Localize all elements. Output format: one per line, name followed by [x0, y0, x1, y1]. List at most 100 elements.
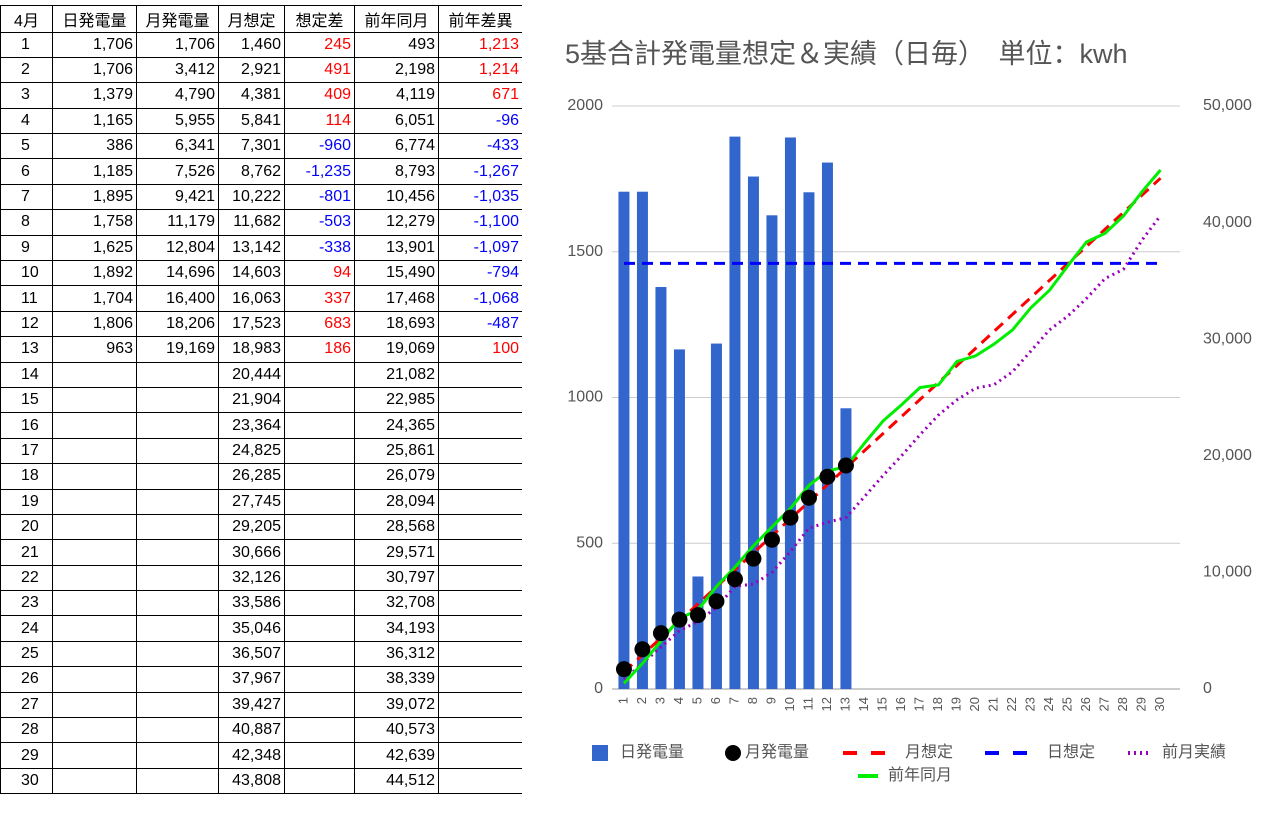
cell: -1,235	[284, 158, 355, 185]
point	[634, 641, 651, 658]
cell	[284, 412, 355, 439]
x-tick-label: 5	[689, 697, 704, 704]
cell: 21,082	[354, 361, 439, 388]
chart-title: 5基合計発電量想定＆実績（日毎） 単位：kwh	[565, 39, 1128, 69]
cell: 25,861	[354, 437, 439, 465]
table-row: 7 1,895 9,421 10,222 -801 10,456 -1,035	[0, 183, 523, 211]
x-tick-label: 9	[763, 697, 778, 704]
cell: 13,901	[354, 234, 439, 262]
cell: 7	[0, 183, 53, 211]
cell: 39,072	[354, 691, 439, 719]
cell: 3	[0, 82, 53, 109]
cell: 3,412	[136, 56, 219, 84]
cell	[52, 615, 137, 642]
cell: 1,895	[52, 183, 137, 211]
x-tick-label: 14	[856, 697, 871, 711]
point	[819, 468, 836, 485]
y-tick-label: 1500	[567, 243, 603, 260]
cell: 9	[0, 234, 53, 262]
cell: 11,682	[218, 209, 285, 236]
table-row: 15 21,904 22,985	[0, 386, 523, 414]
cell: 19,169	[136, 336, 219, 363]
cell	[52, 590, 137, 617]
cell: 386	[52, 133, 137, 160]
cell: 1,379	[52, 82, 137, 109]
cell: 14,696	[136, 260, 219, 287]
cell: -801	[284, 183, 355, 211]
x-tick-label: 11	[800, 697, 815, 711]
table-row: 13 963 19,169 18,983 186 19,069 100	[0, 336, 523, 363]
cell: 1,185	[52, 158, 137, 185]
cell	[284, 513, 355, 541]
x-tick-label: 1	[615, 697, 630, 704]
cell: 32,126	[218, 564, 285, 592]
cell: 35,046	[218, 615, 285, 642]
cell	[438, 437, 523, 465]
y2-tick-label: 50,000	[1203, 97, 1252, 114]
point	[800, 489, 817, 506]
cell	[284, 717, 355, 744]
y-tick-label: 0	[594, 680, 603, 697]
cell	[136, 412, 219, 439]
cell: 27,745	[218, 488, 285, 515]
cell: 37,967	[218, 666, 285, 693]
cell	[438, 717, 523, 744]
cell: 1,704	[52, 285, 137, 312]
cell: 409	[284, 82, 355, 109]
x-tick-label: 10	[782, 697, 797, 711]
cell	[438, 767, 523, 795]
cell	[438, 691, 523, 719]
table-row: 5 386 6,341 7,301 -960 6,774 -433	[0, 133, 523, 160]
table-row: 9 1,625 12,804 13,142 -338 13,901 -1,097	[0, 234, 523, 262]
cell: 28,568	[354, 513, 439, 541]
cell: 36,507	[218, 640, 285, 668]
cell: 1,758	[52, 209, 137, 236]
point	[708, 593, 725, 610]
x-tick-label: 22	[1004, 697, 1019, 711]
cell: 26,285	[218, 463, 285, 490]
cell: 21	[0, 539, 53, 566]
x-tick-label: 30	[1152, 697, 1167, 711]
bar	[636, 191, 648, 690]
bar	[821, 162, 833, 689]
point	[615, 661, 632, 678]
line-series	[623, 214, 1162, 681]
cell	[284, 463, 355, 490]
cell: 22,985	[354, 386, 439, 414]
cell: 25	[0, 640, 53, 668]
cell	[136, 361, 219, 388]
y2-tick-label: 40,000	[1203, 214, 1252, 231]
cell	[284, 361, 355, 388]
cell: 683	[284, 310, 355, 338]
table-row: 22 32,126 30,797	[0, 564, 523, 592]
cell: 44,512	[354, 767, 439, 795]
cell: 30	[0, 767, 53, 795]
x-tick-label: 17	[911, 697, 926, 711]
bar	[840, 408, 852, 689]
cell: 43,808	[218, 767, 285, 795]
cell: 1,892	[52, 260, 137, 287]
cell: 1,706	[136, 31, 219, 58]
cell: 18,983	[218, 336, 285, 363]
bar	[729, 136, 741, 690]
bar	[747, 176, 759, 690]
point	[726, 571, 743, 588]
legend-label: 月発電量	[745, 743, 809, 761]
y2-tick-label: 20,000	[1203, 447, 1252, 464]
table-row: 17 24,825 25,861	[0, 437, 523, 465]
cell: 18	[0, 463, 53, 490]
x-tick-label: 18	[930, 697, 945, 711]
header-row: 4月 日発電量 月発電量 月想定 想定差 前年同月 前年差異	[0, 5, 523, 33]
cell: 4月	[0, 5, 53, 33]
cell	[136, 717, 219, 744]
cell: 28,094	[354, 488, 439, 515]
bar	[766, 215, 778, 689]
cell	[438, 386, 523, 414]
cell: 10	[0, 260, 53, 287]
cell: 17,523	[218, 310, 285, 338]
spreadsheet: 4月 日発電量 月発電量 月想定 想定差 前年同月 前年差異 1 1,706 1,706 1,460…	[0, 5, 523, 795]
cell: 13,142	[218, 234, 285, 262]
cell: 671	[438, 82, 523, 109]
x-tick-label: 24	[1041, 697, 1056, 711]
x-tick-label: 15	[874, 697, 889, 711]
